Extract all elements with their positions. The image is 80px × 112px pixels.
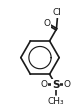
Text: O: O [44, 19, 51, 28]
Text: O: O [64, 80, 71, 89]
Text: O: O [40, 80, 48, 89]
Text: S: S [52, 80, 59, 90]
Text: CH₃: CH₃ [47, 97, 64, 106]
Text: Cl: Cl [53, 8, 62, 17]
